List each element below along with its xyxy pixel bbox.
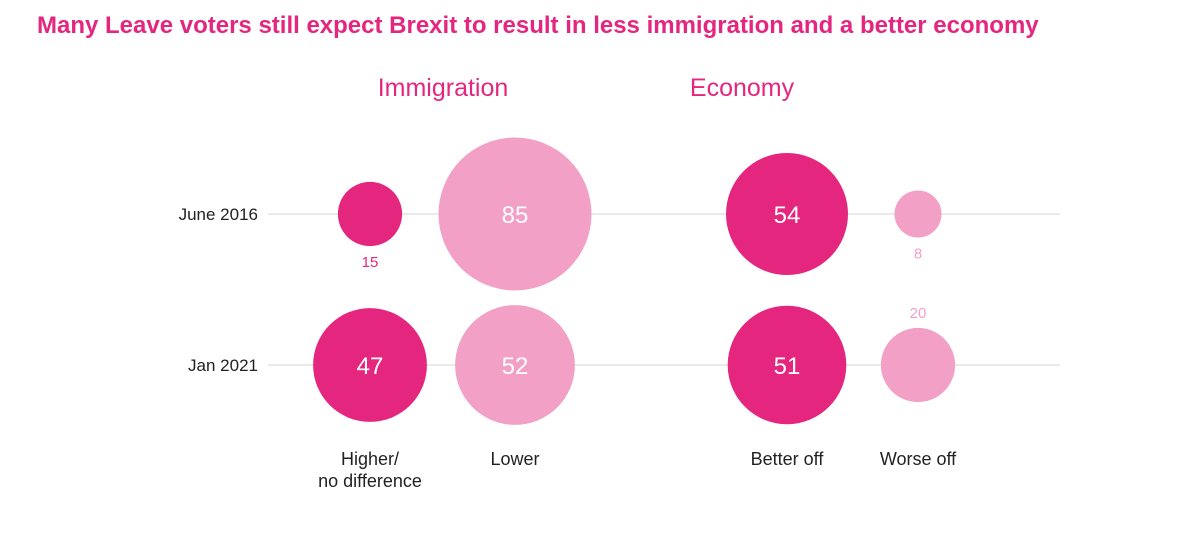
data-label-economy-worse-off-jan-2021: 20 xyxy=(910,305,927,322)
data-label-immigration-lower-jan-2021: 52 xyxy=(502,353,529,380)
chart-title: Many Leave voters still expect Brexit to… xyxy=(37,12,1039,39)
category-label-worse-off: Worse off xyxy=(880,449,957,469)
data-label-economy-better-off-jan-2021: 51 xyxy=(774,353,801,380)
row-label-jan-2021: Jan 2021 xyxy=(188,356,258,375)
data-label-immigration-higher-no-difference-jan-2021: 47 xyxy=(357,353,384,380)
bubble-economy-worse-off-june-2016 xyxy=(894,190,942,238)
data-label-immigration-lower-june-2016: 85 xyxy=(502,202,529,229)
category-label-better-off: Better off xyxy=(751,449,825,469)
bubble-economy-better-off-june-2016 xyxy=(726,153,848,275)
bubble-immigration-higher-no-difference-jan-2021 xyxy=(313,308,427,422)
bubble-economy-better-off-jan-2021 xyxy=(727,305,847,425)
bubble-immigration-lower-june-2016 xyxy=(438,137,592,291)
data-label-economy-worse-off-june-2016: 8 xyxy=(914,245,922,262)
row-label-june-2016: June 2016 xyxy=(179,205,258,224)
data-label-economy-better-off-june-2016: 54 xyxy=(774,202,801,229)
bubble-immigration-higher-no-difference-june-2016 xyxy=(337,181,403,247)
category-label-lower: Lower xyxy=(490,449,539,469)
group-title-immigration: Immigration xyxy=(378,74,509,102)
bubble-immigration-lower-jan-2021 xyxy=(455,305,575,425)
bubble-economy-worse-off-jan-2021 xyxy=(880,327,956,403)
group-title-economy: Economy xyxy=(690,74,795,102)
category-label-higher-no-difference: Higher/no difference xyxy=(318,449,422,491)
data-label-immigration-higher-no-difference-june-2016: 15 xyxy=(362,254,379,271)
